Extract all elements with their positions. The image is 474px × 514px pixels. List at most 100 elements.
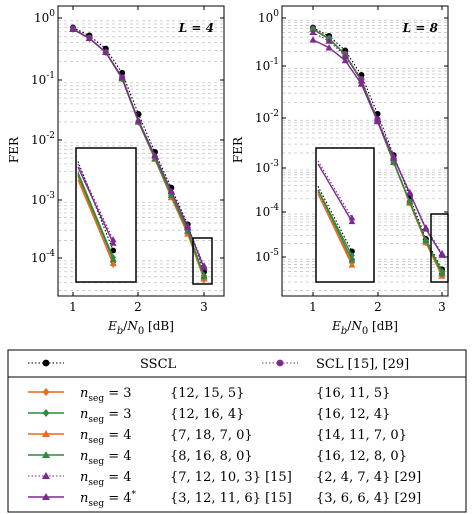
legend-left-r5: {7, 12, 10, 3} [15] bbox=[170, 470, 292, 485]
point-r6 bbox=[438, 251, 446, 258]
point-r5 bbox=[341, 52, 349, 59]
x-tick-label: 3 bbox=[438, 300, 446, 314]
legend: SSCL SCL [15], [29] nseg = 3 {12, 15, 5} {16… bbox=[7, 349, 467, 513]
y-tick-label: 10-4 bbox=[31, 249, 55, 265]
legend-marker-scl bbox=[276, 359, 284, 367]
axes-frame bbox=[281, 5, 449, 297]
legend-left-r6: {3, 12, 11, 6} [15] bbox=[170, 491, 292, 506]
legend-right-r1: {16, 11, 5} bbox=[316, 386, 390, 401]
point-r4 bbox=[390, 158, 398, 166]
inset-point-r4 bbox=[348, 256, 356, 263]
point-r6 bbox=[309, 36, 317, 43]
point-r6 bbox=[85, 34, 93, 42]
inset-line-r5 bbox=[317, 160, 353, 219]
panel-2: 1 2 3 100 10-1 10-2 10-3 10-4 10-5 L = 8 Eb/N0 [dB… bbox=[231, 5, 449, 337]
legend-left-r3: {7, 18, 7, 0} bbox=[170, 428, 253, 443]
point-r4 bbox=[422, 237, 430, 244]
legend-nseg-r6: nseg = 4* bbox=[80, 490, 137, 509]
legend-nseg-r2: nseg = 3 bbox=[80, 407, 132, 425]
inset-line-r3 bbox=[77, 179, 114, 264]
legend-nseg-r3: nseg = 4 bbox=[80, 428, 132, 446]
inset-frame bbox=[315, 147, 375, 283]
point-r5 bbox=[309, 28, 317, 36]
inset-point-sscl bbox=[110, 247, 117, 254]
inset-line-r4 bbox=[317, 189, 353, 261]
point-r4 bbox=[200, 273, 208, 280]
legend-nseg-r1: nseg = 3 bbox=[80, 386, 132, 404]
legend-marker-r6 bbox=[42, 493, 50, 500]
legend-left-r4: {8, 16, 8, 0} bbox=[170, 449, 253, 464]
legend-marker-sscl bbox=[42, 359, 50, 367]
point-r6 bbox=[373, 117, 382, 125]
x-tick-label: 3 bbox=[200, 300, 208, 314]
x-tick-label: 1 bbox=[69, 300, 77, 314]
grid bbox=[58, 20, 224, 291]
inset-line-r6 bbox=[317, 163, 353, 222]
inset-line-r3 bbox=[317, 193, 353, 266]
panel-label: L = 4 bbox=[178, 21, 214, 35]
point-r6 bbox=[341, 56, 349, 64]
y-axis-label: FER bbox=[7, 136, 21, 163]
y-tick-label: 100 bbox=[258, 9, 279, 25]
inset-frame bbox=[75, 147, 137, 283]
x-axis-label: Eb/N0 [dB] bbox=[331, 319, 398, 337]
inset-point-r3 bbox=[109, 259, 117, 266]
legend-right-r4: {16, 12, 8, 0} bbox=[316, 449, 407, 464]
legend-nseg-r4: nseg = 4 bbox=[80, 449, 132, 467]
point-r6 bbox=[167, 187, 175, 194]
legend-marker-r3 bbox=[42, 430, 50, 437]
legend-left-r1: {12, 15, 5} bbox=[170, 386, 244, 401]
point-r6 bbox=[406, 189, 414, 196]
point-r6 bbox=[69, 25, 77, 32]
panel-1: 1 2 3 100 10-1 10-2 10-3 10-4 L = 4 Eb/N0 [dB] FER bbox=[7, 5, 225, 337]
y-tick-label: 100 bbox=[34, 9, 55, 25]
y-axis-label: FER bbox=[231, 136, 245, 163]
inset bbox=[315, 147, 375, 283]
point-r6 bbox=[200, 264, 208, 271]
legend-right-r6: {3, 6, 6, 4} [29] bbox=[316, 491, 421, 506]
legend-marker-r4 bbox=[42, 451, 50, 458]
legend-marker-r1 bbox=[42, 388, 50, 396]
inset-point-r6 bbox=[348, 218, 356, 225]
x-axis-label: Eb/N0 [dB] bbox=[107, 319, 174, 337]
point-r6 bbox=[118, 73, 126, 81]
point-r6 bbox=[357, 80, 365, 87]
x-tick-label: 1 bbox=[309, 300, 317, 314]
inset-line-r4 bbox=[77, 174, 114, 260]
inset-point-r6 bbox=[109, 239, 117, 246]
point-r6 bbox=[184, 223, 192, 230]
legend-right-r5: {2, 4, 7, 4} [29] bbox=[316, 470, 421, 485]
legend-label-sscl: SSCL bbox=[140, 357, 177, 372]
legend-left-r2: {12, 16, 4} bbox=[170, 407, 244, 422]
x-tick-label: 2 bbox=[134, 300, 142, 314]
y-tick-label: 10-2 bbox=[31, 131, 55, 147]
inset-point-r3 bbox=[348, 261, 356, 268]
legend-marker-r2 bbox=[42, 409, 50, 417]
point-r6 bbox=[151, 151, 159, 159]
panel-label: L = 8 bbox=[402, 21, 439, 35]
y-tick-label: 10-1 bbox=[255, 57, 279, 73]
series-group bbox=[69, 24, 208, 284]
point-r6 bbox=[102, 48, 110, 55]
point-r6 bbox=[390, 154, 398, 161]
y-tick-label: 10-4 bbox=[255, 203, 279, 219]
axes-frame bbox=[57, 5, 225, 297]
series-line-sscl bbox=[312, 27, 443, 270]
y-tick-label: 10-2 bbox=[255, 109, 279, 125]
series-group bbox=[309, 24, 446, 279]
point-r6 bbox=[422, 225, 430, 232]
point-r5 bbox=[325, 37, 333, 44]
legend-right-r3: {14, 11, 7, 0} bbox=[316, 428, 407, 443]
zoom-box bbox=[192, 237, 213, 285]
y-tick-label: 10-1 bbox=[31, 71, 55, 87]
grid bbox=[282, 19, 448, 291]
legend-label-scl: SCL [15], [29] bbox=[316, 357, 409, 372]
point-r6 bbox=[134, 117, 143, 124]
legend-nseg-r5: nseg = 4 bbox=[80, 470, 132, 488]
inset-line-r6 bbox=[77, 166, 114, 244]
legend-right-r2: {16, 12, 4} bbox=[316, 407, 390, 422]
y-tick-label: 10-5 bbox=[255, 248, 279, 264]
point-r4 bbox=[438, 270, 446, 277]
inset bbox=[75, 147, 137, 283]
